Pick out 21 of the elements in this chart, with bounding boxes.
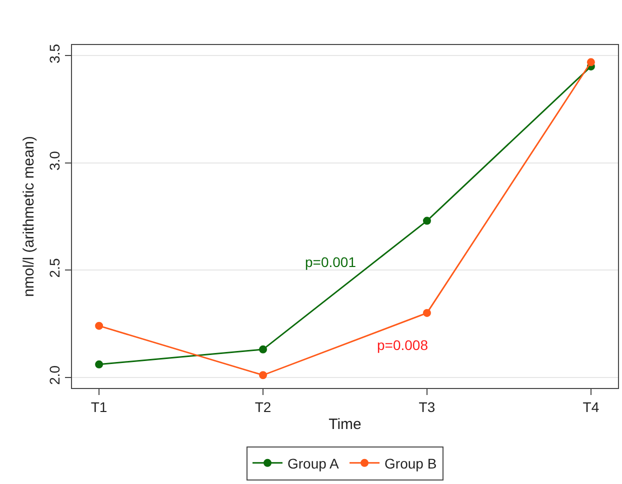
point bbox=[422, 216, 431, 225]
point bbox=[259, 345, 268, 354]
y-tick-label: 3.0 bbox=[46, 150, 62, 171]
point bbox=[259, 371, 268, 380]
y-tick-label: 2.0 bbox=[46, 365, 62, 385]
legend-label: Group B bbox=[384, 455, 437, 472]
x-tick-label: T3 bbox=[418, 398, 436, 415]
legend-label: Group A bbox=[288, 455, 340, 472]
annotation: p=0.001 bbox=[305, 254, 356, 270]
y-axis-title: nmol/l (arithmetic mean) bbox=[20, 136, 38, 297]
annotation: p=0.008 bbox=[377, 337, 428, 353]
x-tick-label: T4 bbox=[582, 398, 600, 415]
point bbox=[586, 58, 595, 66]
x-tick-label: T1 bbox=[90, 398, 108, 415]
y-tick-label: 3.5 bbox=[46, 44, 62, 64]
x-tick-label: T2 bbox=[254, 398, 272, 415]
point bbox=[95, 322, 104, 330]
x-axis-title: Time bbox=[328, 416, 362, 433]
y-tick-label: 2.5 bbox=[46, 258, 62, 278]
point bbox=[95, 360, 104, 368]
point bbox=[422, 308, 431, 317]
